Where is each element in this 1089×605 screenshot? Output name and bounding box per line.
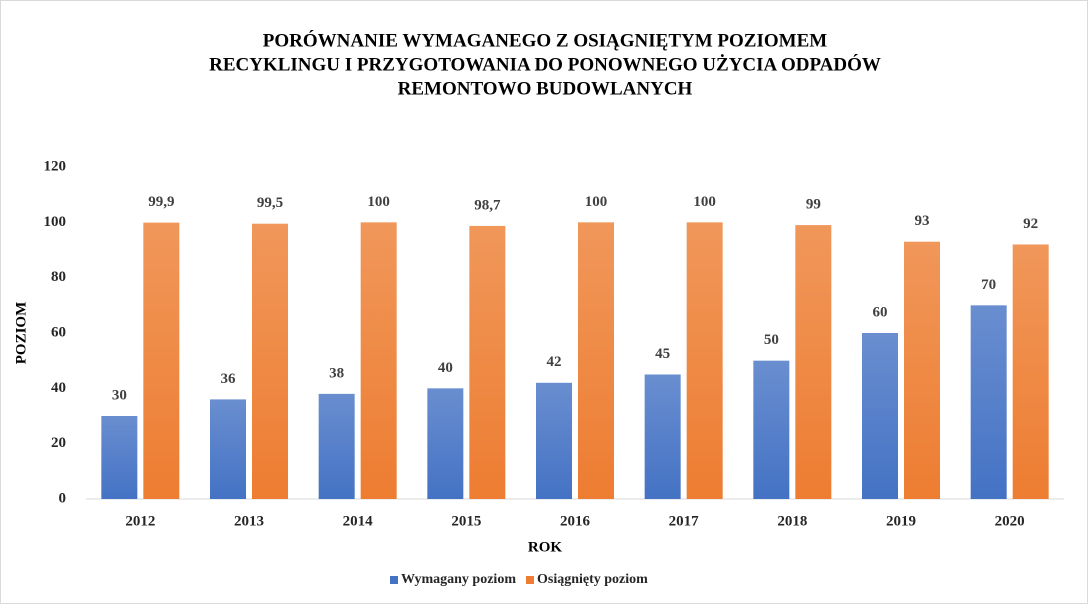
bar — [536, 382, 572, 499]
bar — [252, 223, 288, 499]
bar — [795, 225, 832, 499]
value-label: 99,5 — [257, 195, 283, 211]
bar — [427, 388, 464, 499]
x-tick-label: 2012 — [125, 513, 155, 529]
y-tick-label: 120 — [44, 158, 67, 174]
legend-swatch — [390, 576, 398, 584]
bar — [862, 333, 898, 499]
bar — [904, 241, 940, 499]
x-tick-label: 2017 — [669, 513, 700, 529]
y-tick-label: 80 — [51, 269, 66, 285]
bar — [318, 393, 355, 499]
bar — [1012, 244, 1049, 499]
bar — [360, 222, 397, 500]
legend-label: Wymagany poziom — [401, 572, 516, 587]
bar — [686, 222, 723, 500]
value-label: 40 — [438, 360, 453, 376]
value-label: 100 — [693, 194, 716, 210]
x-tick-label: 2016 — [560, 513, 591, 529]
value-label: 99,9 — [148, 194, 174, 210]
value-label: 99 — [806, 197, 821, 213]
chart-title: REMONTOWO BUDOWLANYCH — [398, 78, 693, 99]
value-label: 42 — [547, 354, 562, 370]
y-tick-label: 100 — [44, 214, 67, 230]
value-label: 36 — [221, 371, 237, 387]
x-tick-label: 2019 — [886, 513, 916, 529]
bar — [210, 399, 246, 499]
value-label: 50 — [764, 332, 779, 348]
bar — [753, 360, 790, 499]
bar — [143, 222, 180, 500]
x-tick-label: 2018 — [777, 513, 807, 529]
bar — [101, 416, 138, 499]
x-axis-label: ROK — [528, 539, 563, 555]
value-label: 45 — [655, 346, 670, 362]
y-tick-label: 40 — [51, 380, 66, 396]
value-label: 30 — [112, 387, 127, 403]
x-tick-label: 2015 — [451, 513, 481, 529]
bar — [578, 222, 614, 500]
bar — [970, 305, 1007, 499]
y-tick-label: 60 — [51, 324, 66, 340]
legend-label: Osiągnięty poziom — [537, 572, 648, 587]
x-tick-label: 2013 — [234, 513, 264, 529]
value-label: 100 — [585, 194, 608, 210]
value-label: 98,7 — [474, 197, 501, 213]
chart-title: PORÓWNANIE WYMAGANEGO Z OSIĄGNIĘTYM POZI… — [263, 29, 827, 51]
value-label: 38 — [329, 365, 344, 381]
bar — [469, 225, 506, 499]
value-label: 60 — [873, 304, 888, 320]
y-axis-label: POZIOM — [13, 302, 29, 365]
y-tick-label: 20 — [51, 435, 66, 451]
x-tick-label: 2014 — [343, 513, 374, 529]
legend-swatch — [525, 576, 534, 584]
value-label: 70 — [981, 277, 996, 293]
value-label: 92 — [1023, 216, 1038, 232]
y-tick-label: 0 — [59, 490, 67, 506]
value-label: 100 — [367, 194, 390, 210]
bar — [644, 374, 681, 499]
x-tick-label: 2020 — [995, 513, 1025, 529]
value-label: 93 — [915, 213, 930, 229]
chart-title: RECYKLINGU I PRZYGOTOWANIA DO PONOWNEGO … — [209, 53, 881, 75]
